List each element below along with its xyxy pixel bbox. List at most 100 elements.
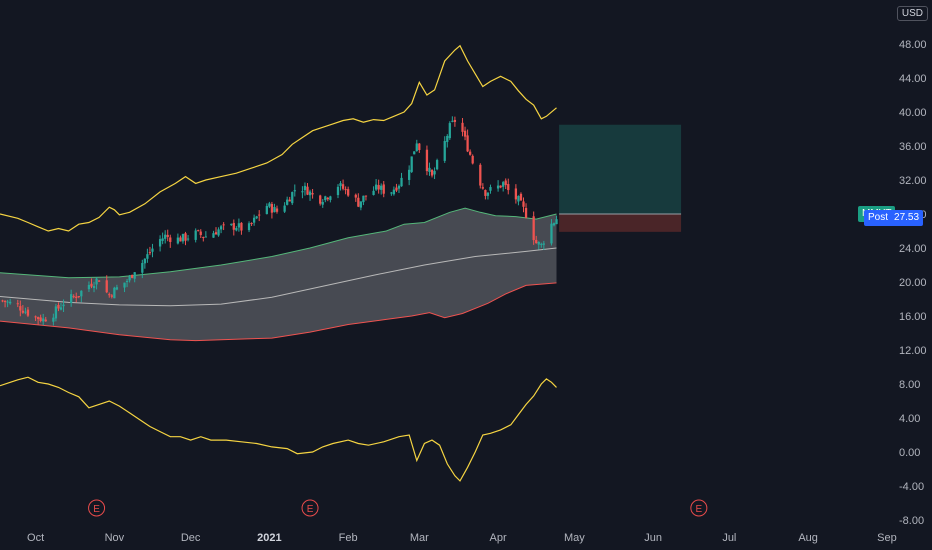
candle-body	[275, 208, 279, 212]
candle-body	[286, 199, 289, 205]
keltner-lower-line	[0, 376, 557, 482]
band-fill	[0, 208, 557, 341]
candle	[52, 313, 55, 326]
candle	[125, 278, 129, 288]
candle-body	[115, 287, 119, 290]
candle-body	[489, 187, 492, 191]
candle-body	[92, 286, 96, 289]
candle	[324, 195, 327, 203]
candle	[453, 116, 457, 127]
candle	[26, 306, 30, 318]
time-axis[interactable]: Oct Nov Dec 2021 Feb Mar Apr May Jun Jul Aug Sep	[27, 532, 897, 544]
currency-button[interactable]: USD	[896, 6, 928, 21]
x-tick-label: Aug	[798, 532, 818, 544]
candle-body	[481, 187, 484, 189]
candle	[164, 230, 167, 244]
earnings-marker[interactable]: E	[88, 499, 106, 517]
candle	[222, 222, 225, 231]
candle-body	[339, 183, 342, 187]
candle-body	[80, 290, 83, 297]
candle	[133, 272, 136, 283]
candle	[319, 194, 322, 206]
candle-body	[197, 230, 200, 232]
candle	[115, 284, 119, 291]
candle-body	[235, 227, 238, 231]
x-tick-label: Jun	[644, 532, 662, 544]
candle	[202, 236, 205, 242]
candle-body	[57, 304, 60, 309]
candle-body	[435, 160, 439, 170]
y-tick-label: 48.00	[899, 39, 927, 51]
candle	[24, 307, 27, 315]
candle	[448, 121, 451, 140]
candle-body	[21, 310, 25, 313]
candle	[496, 180, 500, 192]
candle-body	[9, 301, 12, 304]
candle	[36, 316, 40, 325]
post-label: Post	[868, 211, 889, 223]
price-axis[interactable]: 48.0044.0040.0036.0032.0028.0024.0020.00…	[899, 39, 927, 527]
candle	[123, 282, 126, 293]
candle-body	[308, 191, 312, 196]
candle-body	[133, 272, 136, 279]
candle-body	[258, 214, 261, 216]
candle-body	[306, 186, 309, 195]
candle-body	[540, 243, 543, 245]
candle	[9, 298, 12, 305]
x-tick-label: Apr	[490, 532, 507, 544]
candle	[311, 188, 314, 199]
candle-body	[479, 164, 482, 186]
y-tick-label: 24.00	[899, 243, 927, 255]
y-tick-label: 32.00	[899, 175, 927, 187]
candle-body	[446, 135, 449, 143]
candle-body	[468, 151, 472, 155]
candle-body	[36, 317, 40, 320]
candle	[336, 184, 340, 199]
long-position-tool[interactable]	[559, 124, 682, 232]
candle	[62, 299, 65, 312]
candle	[468, 149, 472, 156]
candle-body	[443, 140, 446, 161]
keltner-upper-line	[0, 44, 557, 232]
candle-body	[247, 223, 251, 231]
candle	[461, 117, 464, 137]
candle	[54, 303, 58, 322]
candle	[232, 219, 235, 236]
y-tick-label: 4.00	[899, 413, 920, 425]
y-tick-label: 0.00	[899, 447, 920, 459]
candle-body	[321, 201, 324, 205]
candle	[230, 223, 233, 227]
candle-body	[212, 233, 215, 238]
candle	[270, 201, 274, 219]
candle-body	[204, 236, 207, 238]
candle-body	[542, 243, 545, 245]
candle	[499, 185, 502, 189]
earnings-circle	[301, 499, 319, 517]
candle-body	[397, 185, 401, 189]
candle	[443, 136, 446, 163]
candle	[364, 195, 368, 201]
bb-upper-line	[0, 207, 557, 279]
candle	[341, 179, 345, 191]
earnings-marker[interactable]: E	[690, 499, 708, 517]
earnings-letter: E	[307, 504, 314, 515]
candle	[347, 186, 350, 197]
candle-body	[395, 187, 398, 191]
candle	[265, 203, 268, 215]
candle-body	[471, 155, 474, 164]
candle-body	[110, 295, 113, 297]
candle	[303, 182, 307, 196]
x-tick-label: Sep	[877, 532, 897, 544]
candle	[372, 186, 375, 196]
candle	[326, 196, 329, 202]
candle	[161, 232, 164, 245]
earnings-marker[interactable]: E	[301, 499, 319, 517]
x-tick-label: Feb	[339, 532, 358, 544]
candle-body	[42, 318, 45, 322]
candle	[19, 300, 22, 317]
candle	[479, 163, 482, 189]
candle-body	[181, 233, 185, 242]
candle-body	[288, 199, 291, 202]
